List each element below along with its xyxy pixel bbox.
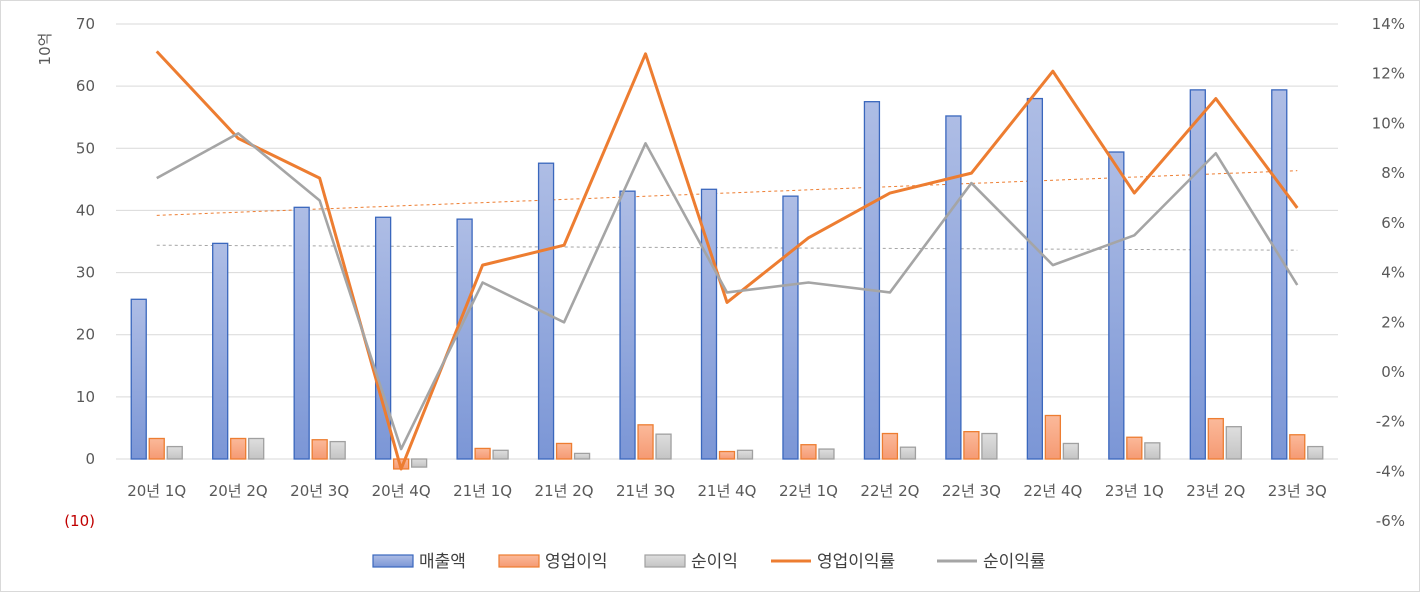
y2-tick-label: 6%	[1381, 214, 1405, 232]
bar-영업이익	[800, 444, 817, 460]
bar-순이익	[1144, 442, 1161, 460]
bar-매출액	[1108, 151, 1125, 460]
bar-영업이익	[555, 442, 573, 460]
bar-순이익	[1307, 445, 1324, 460]
bar-순이익	[166, 445, 183, 460]
bar-순이익	[818, 448, 835, 460]
y2-tick-label: 14%	[1372, 15, 1405, 33]
legend-swatch	[372, 554, 414, 568]
bar-영업이익	[1126, 436, 1143, 460]
x-tick-label: 22년 4Q	[1023, 482, 1082, 500]
bar-순이익	[329, 440, 346, 460]
bar-순이익	[492, 449, 509, 460]
trendline	[156, 244, 1298, 251]
bar-영업이익	[881, 432, 899, 460]
line-영업이익률	[155, 50, 1299, 471]
y-tick-label: (10)	[64, 512, 95, 530]
bar-매출액	[1026, 97, 1044, 460]
bar-영업이익	[1289, 434, 1306, 460]
y-tick-label: 50	[76, 139, 95, 157]
bar-순이익	[1062, 442, 1080, 460]
bar-영업이익	[1207, 417, 1224, 460]
bar-매출액	[130, 298, 147, 460]
y2-tick-label: 12%	[1372, 65, 1405, 83]
bar-매출액	[863, 101, 881, 460]
x-tick-label: 21년 4Q	[697, 482, 756, 500]
legend: 매출액 영업이익 순이익 영업이익률 순이익률	[372, 552, 1046, 572]
x-tick-label: 23년 1Q	[1105, 482, 1164, 500]
x-tick-label: 22년 3Q	[942, 482, 1001, 500]
bar-순이익	[248, 437, 265, 460]
gridlines	[116, 23, 1338, 460]
x-tick-label: 21년 2Q	[535, 482, 594, 500]
y2-tick-label: 8%	[1381, 164, 1405, 182]
y2-tick-label: -6%	[1376, 512, 1405, 530]
bar-매출액	[293, 206, 310, 460]
y-tick-label: 30	[76, 264, 95, 282]
trendlines	[156, 170, 1298, 251]
x-tick-label: 20년 2Q	[209, 482, 268, 500]
bar-순이익	[899, 446, 917, 460]
bar-순이익	[655, 433, 672, 460]
legend-swatch	[498, 554, 540, 568]
y-tick-label: 20	[76, 326, 95, 344]
legend-label: 영업이익률	[817, 552, 895, 572]
x-tick-label: 20년 4Q	[372, 482, 431, 500]
x-tick-label: 20년 1Q	[127, 482, 186, 500]
legend-swatch	[644, 554, 686, 568]
bar-매출액	[1189, 89, 1206, 460]
y-tick-label: 60	[76, 77, 95, 95]
bar-영업이익	[148, 437, 165, 460]
y-tick-label: 10	[76, 388, 95, 406]
bar-순이익	[981, 432, 998, 460]
x-tick-label: 20년 3Q	[290, 482, 349, 500]
x-tick-label: 23년 3Q	[1268, 482, 1327, 500]
bar-영업이익	[1044, 414, 1062, 460]
y-tick-label: 0	[85, 450, 95, 468]
y2-tick-label: 10%	[1372, 114, 1405, 132]
bar-영업이익	[474, 447, 491, 460]
axes: (10) 0 10 20 30 40 50 60 70 -6% -4% -2% 0% 2% 4% 6% 8% 10…	[64, 15, 1405, 530]
legend-label: 매출액	[419, 552, 466, 572]
bar-순이익	[1225, 426, 1242, 460]
bar-매출액	[456, 218, 473, 460]
y2-tick-label: 2%	[1381, 313, 1405, 331]
bar-영업이익	[718, 450, 736, 460]
bar-영업이익	[230, 437, 247, 460]
y-axis-label: 10억	[36, 33, 54, 66]
bar-매출액	[374, 216, 392, 460]
bar-영업이익	[311, 439, 328, 460]
legend-label: 순이익	[691, 552, 738, 572]
bar-영업이익	[637, 424, 654, 460]
bar-매출액	[1271, 89, 1288, 460]
x-tick-label: 22년 2Q	[860, 482, 919, 500]
legend-label: 영업이익	[545, 552, 608, 572]
y2-tick-label: -2%	[1376, 413, 1405, 431]
x-tick-label: 21년 1Q	[453, 482, 512, 500]
bar-매출액	[782, 195, 799, 460]
line-순이익률	[156, 132, 1299, 451]
x-tick-label: 22년 1Q	[779, 482, 838, 500]
lines	[155, 50, 1299, 471]
y2-tick-label: 0%	[1381, 363, 1405, 381]
y-tick-label: 40	[76, 201, 95, 219]
bar-순이익	[410, 458, 428, 468]
y2-tick-label: 4%	[1381, 264, 1405, 282]
bar-매출액	[945, 115, 962, 460]
bar-매출액	[619, 190, 636, 460]
bars	[130, 89, 1324, 470]
bar-순이익	[573, 452, 591, 460]
x-tick-label: 23년 2Q	[1186, 482, 1245, 500]
y2-tick-label: -4%	[1376, 462, 1405, 480]
bar-매출액	[212, 242, 229, 460]
x-tick-label: 21년 3Q	[616, 482, 675, 500]
legend-label: 순이익률	[983, 552, 1046, 572]
y-tick-label: 70	[76, 15, 95, 33]
bar-영업이익	[963, 431, 980, 460]
trendline	[156, 170, 1298, 216]
bar-순이익	[736, 449, 754, 460]
